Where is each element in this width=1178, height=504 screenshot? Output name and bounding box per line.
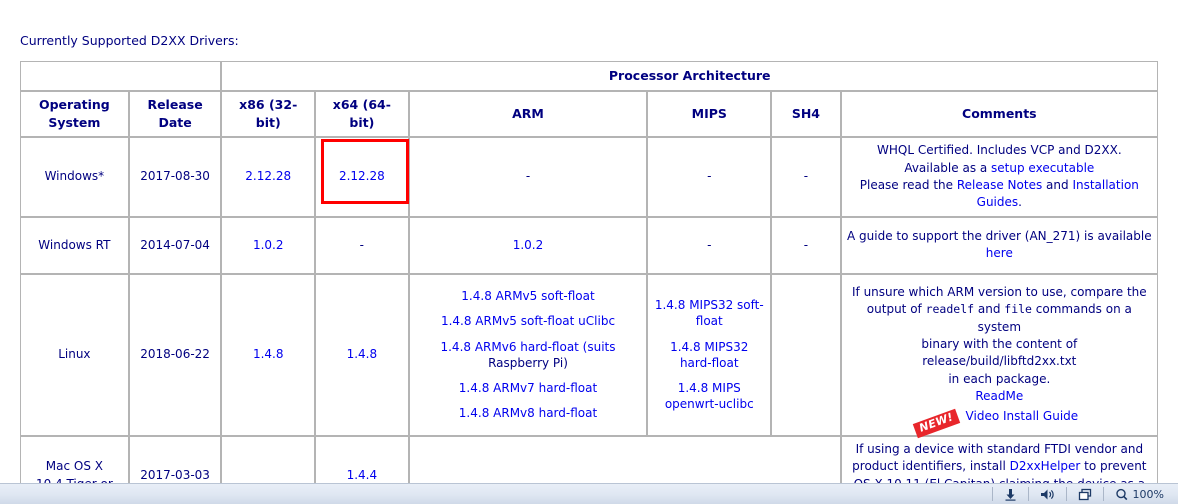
- column-header-comments: Comments: [840, 91, 1158, 138]
- comment-line-2-prefix: product identifiers, install: [852, 459, 1010, 474]
- cell-date-windows: 2017-08-30: [128, 137, 222, 217]
- column-header-sh4: SH4: [771, 91, 841, 138]
- comment-line-3-mid: and: [1042, 178, 1073, 193]
- column-header-mips: MIPS: [647, 91, 772, 138]
- comment-line-3-prefix: Please read the: [859, 178, 957, 193]
- window-icon[interactable]: [1078, 484, 1092, 504]
- link-x64-version[interactable]: 1.4.8: [346, 347, 378, 362]
- comment-line-1: If unsure which ARM version to use, comp…: [852, 284, 1147, 299]
- cell-os-windows-rt: Windows RT: [20, 216, 129, 274]
- link-x64-version[interactable]: 2.12.28: [338, 169, 385, 184]
- link-mips-openwrt-uclibc[interactable]: 1.4.8 MIPS openwrt-uclibc: [664, 381, 754, 412]
- table-row: Windows RT 2014-07-04 1.0.2 - 1.0.2 - - …: [20, 216, 1158, 274]
- comment-line-2-prefix: output of: [866, 302, 926, 317]
- cell-arm-windows: -: [408, 137, 648, 217]
- code-readelf: readelf: [925, 302, 975, 317]
- download-icon[interactable]: [1004, 484, 1017, 504]
- status-separator: [991, 487, 993, 501]
- cell-mips-windows-rt: -: [647, 216, 772, 274]
- comment-line-2-post: commands on a system: [977, 302, 1132, 334]
- cell-arm-linux: 1.4.8 ARMv5 soft-float 1.4.8 ARMv5 soft-…: [408, 273, 648, 436]
- cell-sh4-windows-rt: -: [771, 216, 841, 274]
- link-arm-v5-soft-float-uclibc[interactable]: 1.4.8 ARMv5 soft-float uClibc: [440, 314, 616, 329]
- os-name-line-1: Mac OS X: [45, 459, 103, 474]
- link-mips32-soft-float[interactable]: 1.4.8 MIPS32 soft-float: [654, 298, 764, 329]
- magnifier-icon[interactable]: [1115, 484, 1128, 504]
- comment-line-1: A guide to support the driver (AN_271) i…: [847, 228, 1152, 243]
- comment-line-2-mid: and: [974, 302, 1005, 317]
- cell-os-linux: Linux: [20, 273, 129, 436]
- header-empty-corner: [20, 61, 222, 91]
- comment-line-1: WHQL Certified. Includes VCP and D2XX.: [876, 143, 1122, 158]
- link-x86-version[interactable]: 1.0.2: [252, 237, 284, 252]
- zoom-level-label[interactable]: 100%: [1132, 487, 1164, 501]
- comment-line-4: in each package.: [948, 371, 1051, 386]
- new-badge: NEW!: [913, 409, 961, 439]
- page-caption: Currently Supported D2XX Drivers:: [20, 33, 239, 48]
- supported-drivers-table: Processor Architecture Operating System …: [20, 61, 1158, 504]
- cell-arm-windows-rt[interactable]: 1.0.2: [408, 216, 648, 274]
- cell-comments-windows-rt: A guide to support the driver (AN_271) i…: [840, 216, 1158, 274]
- status-separator: [1065, 487, 1067, 501]
- link-installation-guides[interactable]: Installation Guides: [976, 178, 1139, 210]
- link-arm-v6-hard-float[interactable]: 1.4.8 ARMv6 hard-float (suits Raspberry …: [440, 339, 616, 370]
- arm-version-list: 1.4.8 ARMv5 soft-float 1.4.8 ARMv5 soft-…: [415, 288, 642, 421]
- status-separator: [1102, 487, 1104, 501]
- drivers-table-wrapper: Processor Architecture Operating System …: [20, 61, 1158, 504]
- table-row: Windows* 2017-08-30 2.12.28 2.12.28 - - …: [20, 137, 1158, 217]
- link-x86-version[interactable]: 2.12.28: [245, 169, 292, 184]
- cell-x86-windows-rt[interactable]: 1.0.2: [221, 216, 316, 274]
- speaker-icon[interactable]: [1040, 484, 1055, 504]
- cell-date-linux: 2018-06-22: [128, 273, 222, 436]
- link-arm-version[interactable]: 1.0.2: [512, 237, 544, 252]
- comment-line-3: binary with the content of release/build…: [921, 336, 1078, 369]
- link-d2xxhelper[interactable]: D2xxHelper: [1009, 459, 1081, 474]
- comment-line-1: If using a device with standard FTDI ven…: [855, 442, 1144, 457]
- code-file: file: [1004, 302, 1032, 317]
- video-install-guide-row: NEW! Video Install Guide: [847, 408, 1152, 439]
- link-readme[interactable]: ReadMe: [975, 389, 1024, 404]
- cell-comments-windows: WHQL Certified. Includes VCP and D2XX. A…: [840, 137, 1158, 217]
- status-separator: [1027, 487, 1029, 501]
- cell-x86-windows[interactable]: 2.12.28: [221, 137, 316, 217]
- cell-sh4-windows: -: [771, 137, 841, 217]
- cell-sh4-linux: [771, 273, 841, 436]
- cell-os-windows: Windows*: [20, 137, 129, 217]
- cell-comments-linux: If unsure which ARM version to use, comp…: [840, 273, 1158, 439]
- column-header-release-date: Release Date: [128, 91, 222, 138]
- cell-mips-linux: 1.4.8 MIPS32 soft-float 1.4.8 MIPS32 har…: [647, 273, 772, 436]
- comment-line-2-post: to prevent: [1080, 459, 1147, 474]
- table-group-header-row: Processor Architecture: [20, 61, 1158, 91]
- column-header-x64: x64 (64-bit): [315, 91, 409, 138]
- link-x64-version[interactable]: 1.4.4: [346, 468, 378, 483]
- link-setup-executable[interactable]: setup executable: [991, 160, 1095, 175]
- cell-x64-windows-rt: -: [315, 216, 409, 274]
- link-arm-v8-hard-float[interactable]: 1.4.8 ARMv8 hard-float: [458, 406, 598, 421]
- link-mips32-hard-float[interactable]: 1.4.8 MIPS32 hard-float: [670, 339, 749, 370]
- link-x86-version[interactable]: 1.4.8: [252, 347, 284, 362]
- cell-date-windows-rt: 2014-07-04: [128, 216, 222, 274]
- cell-mips-windows: -: [647, 137, 772, 217]
- browser-status-bar: 100%: [0, 483, 1178, 504]
- mips-version-list: 1.4.8 MIPS32 soft-float 1.4.8 MIPS32 har…: [653, 297, 765, 412]
- table-header-row: Operating System Release Date x86 (32-bi…: [20, 91, 1158, 138]
- link-arm-v5-soft-float[interactable]: 1.4.8 ARMv5 soft-float: [461, 289, 595, 304]
- comment-line-3-end: .: [1018, 195, 1022, 210]
- table-row: Linux 2018-06-22 1.4.8 1.4.8 1.4.8 ARMv5…: [20, 273, 1158, 439]
- link-here[interactable]: here: [985, 246, 1013, 261]
- cell-x64-linux[interactable]: 1.4.8: [315, 273, 409, 436]
- link-arm-v7-hard-float[interactable]: 1.4.8 ARMv7 hard-float: [458, 381, 598, 395]
- cell-x86-linux[interactable]: 1.4.8: [221, 273, 316, 436]
- column-header-x86: x86 (32-bit): [221, 91, 316, 138]
- cell-x64-windows[interactable]: 2.12.28: [315, 137, 409, 217]
- header-processor-architecture: Processor Architecture: [221, 61, 1158, 91]
- comment-line-2-prefix: Available as a: [904, 160, 992, 175]
- link-release-notes[interactable]: Release Notes: [956, 178, 1043, 193]
- column-header-operating-system: Operating System: [20, 91, 129, 138]
- link-video-install-guide[interactable]: Video Install Guide: [965, 409, 1079, 424]
- column-header-arm: ARM: [408, 91, 648, 138]
